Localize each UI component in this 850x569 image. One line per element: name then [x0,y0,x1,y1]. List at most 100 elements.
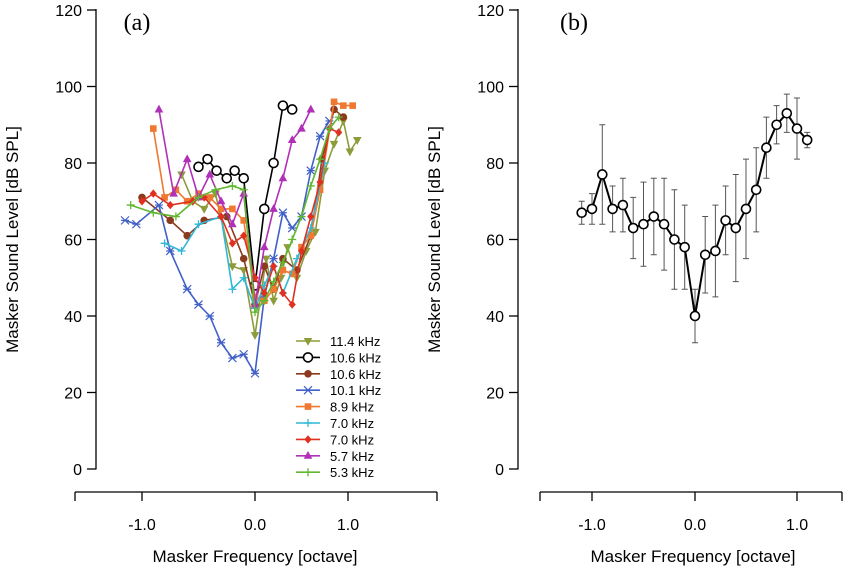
x-tick-label: 1.0 [337,517,359,534]
legend-marker [304,435,312,444]
data-point [239,349,249,359]
data-point [286,104,298,115]
data-point [334,113,343,122]
data-point [227,353,237,363]
data-point [279,288,287,298]
y-tick-label: 80 [486,156,504,173]
data-point [165,246,175,256]
y-tick-label: 20 [64,386,82,403]
data-point [730,222,742,234]
legend-label: 10.6 kHz [330,350,381,365]
data-point [316,155,325,164]
data-point [171,212,180,221]
data-point [260,296,269,305]
data-point [638,218,649,230]
legend-marker [303,451,313,459]
data-point [576,207,588,219]
x-tick-label: 0.0 [684,517,706,534]
data-point [205,311,215,321]
data-point [199,205,209,214]
data-point [149,208,158,217]
data-point [238,173,249,184]
data-point [771,119,782,131]
series-line [130,116,340,314]
data-point [658,218,670,230]
data-point [353,137,362,145]
data-point [307,212,315,221]
chart-panel-b: 0 20 40 60 80 100 120 Masker Sound Level [dB SP… [425,3,843,566]
data-point [297,212,306,221]
data-point [228,263,237,272]
data-point [216,196,226,205]
data-point [269,297,278,306]
data-point [761,142,772,153]
data-point [607,203,618,215]
data-point [239,254,248,263]
data-point [260,242,269,251]
data-point [194,220,203,229]
data-point [279,266,287,274]
data-point [217,212,225,221]
y-axis-title: Masker Sound Level [dB SPL] [425,126,444,353]
y-axis-title: Masker Sound Level [dB SPL] [3,126,22,353]
y-tick-label: 40 [64,309,82,326]
data-point [261,255,271,264]
data-point [269,277,278,286]
data-point [131,219,141,229]
legend-label: 5.7 kHz [330,449,374,464]
y-tick-label: 80 [64,156,82,173]
data-point [325,124,334,133]
data-point [169,188,178,197]
data-point [277,100,289,111]
data-point [205,169,215,178]
data-point [239,273,248,282]
y-tick-label: 0 [495,462,504,479]
y-tick-label: 120 [477,3,504,20]
data-point [306,166,316,176]
legend-label: 10.6 kHz [330,367,381,382]
data-point [288,300,296,309]
x-axis-title: Masker Frequency [octave] [590,547,795,566]
data-point [699,249,711,261]
data-point [669,234,680,245]
series-line [141,127,340,306]
data-point [720,215,731,226]
y-tick-label: 100 [55,80,82,97]
data-point [349,102,356,109]
series-6 [138,124,343,309]
data-point [154,104,164,113]
data-point [183,197,191,205]
data-point [149,189,157,198]
legend-label: 10.1 kHz [330,383,381,398]
data-point [586,203,598,215]
legend-label: 7.0 kHz [330,416,374,431]
y-tick-label: 60 [64,233,82,250]
legend-label: 7.0 kHz [330,432,374,447]
series-0 [576,93,813,344]
data-point [278,208,288,218]
data-point [316,186,324,194]
x-tick-label: 0.0 [244,517,266,534]
data-point [288,235,297,244]
data-point [258,203,270,215]
legend-marker [304,419,312,427]
data-point [648,211,660,222]
data-point [750,184,762,196]
data-point [288,270,296,278]
data-point [161,194,168,201]
data-point [182,284,192,294]
legend-marker [304,468,312,477]
panel-label: (a) [124,10,151,36]
data-point [251,308,259,317]
y-tick-label: 100 [477,80,504,97]
panel-label: (b) [560,10,588,36]
data-point [211,185,220,194]
legend-marker [303,385,313,395]
data-point [269,204,278,212]
data-point [335,128,343,137]
data-point [791,123,803,134]
legend-marker [302,352,314,363]
legend-marker [303,338,313,346]
data-point [679,241,691,253]
